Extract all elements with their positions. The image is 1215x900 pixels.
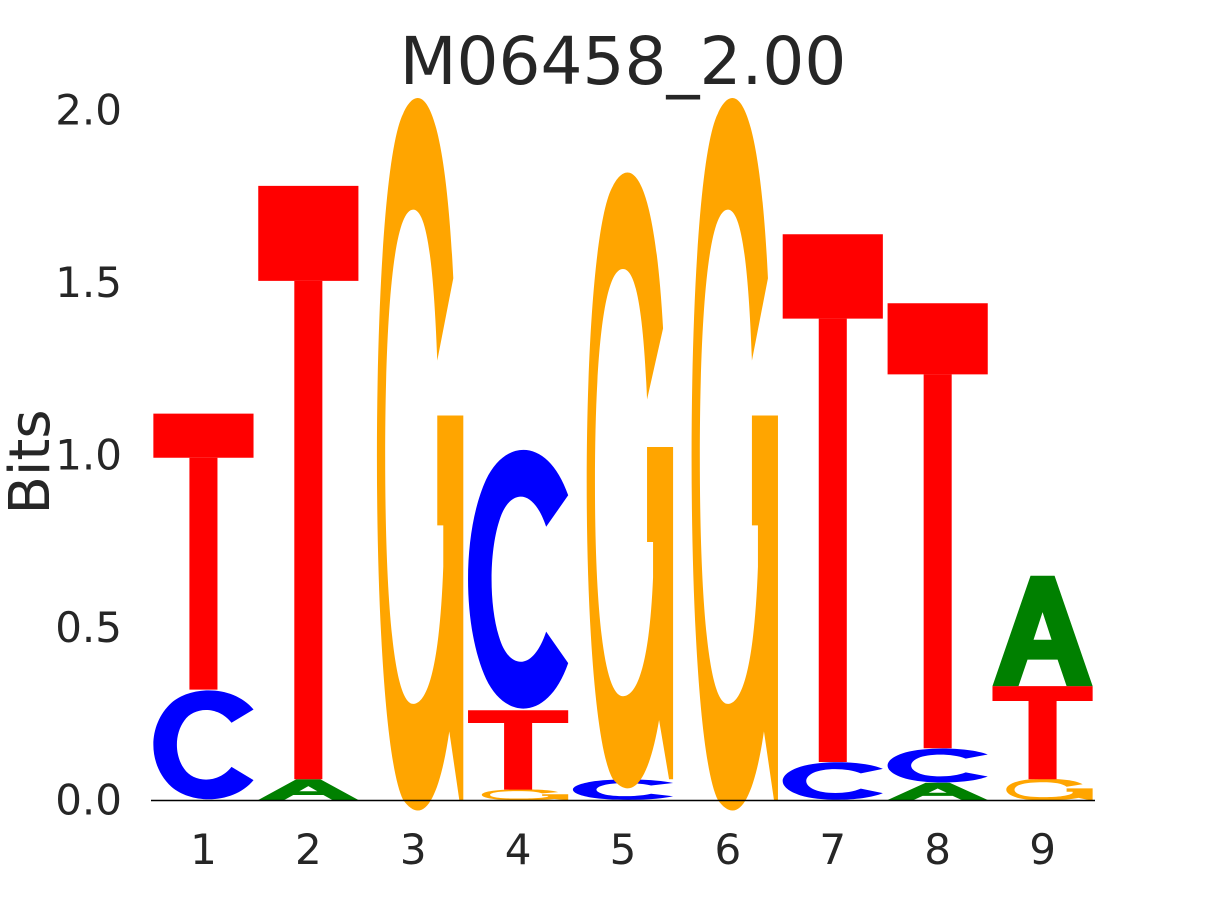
logo-letter-c bbox=[153, 690, 254, 800]
logo-letter-a bbox=[992, 575, 1093, 687]
logo-column-8 bbox=[887, 303, 988, 800]
x-tick-label: 2 bbox=[295, 825, 322, 874]
logo-column-4 bbox=[468, 449, 569, 801]
logo-letter-c bbox=[468, 449, 569, 709]
x-tick-label: 5 bbox=[610, 825, 637, 874]
y-axis-ticks: 0.0 0.5 1.0 1.5 2.0 bbox=[55, 86, 122, 825]
logo-letter-t bbox=[153, 413, 254, 690]
y-axis-label: Bits bbox=[0, 409, 63, 514]
x-tick-label: 1 bbox=[190, 825, 217, 874]
x-tick-label: 9 bbox=[1029, 825, 1056, 874]
logo-letter-t bbox=[887, 303, 988, 749]
logo-letter-c bbox=[782, 762, 883, 800]
logo-letter-t bbox=[258, 185, 359, 780]
logo-letter-t bbox=[992, 686, 1093, 780]
logo-column-3 bbox=[376, 97, 464, 811]
x-tick-label: 6 bbox=[715, 825, 742, 874]
x-tick-label: 4 bbox=[505, 825, 532, 874]
logo-letter-t bbox=[468, 710, 569, 790]
logo-column-6 bbox=[691, 97, 778, 811]
x-tick-label: 7 bbox=[819, 825, 846, 874]
y-tick-label: 0.5 bbox=[55, 603, 122, 652]
logo-column-2 bbox=[258, 185, 359, 800]
logo-column-9 bbox=[992, 575, 1093, 801]
logo-column-1 bbox=[153, 413, 254, 800]
y-tick-label: 1.5 bbox=[55, 258, 122, 307]
y-tick-label: 2.0 bbox=[55, 86, 122, 135]
y-tick-label: 1.0 bbox=[55, 431, 122, 480]
logo-letter-c bbox=[572, 779, 674, 800]
logo-letter-g bbox=[481, 789, 569, 801]
chart-title: M06458_2.00 bbox=[400, 23, 847, 100]
y-tick-label: 0.0 bbox=[55, 776, 122, 825]
x-tick-label: 8 bbox=[924, 825, 951, 874]
logo-letter-stacks bbox=[153, 97, 1093, 811]
logo-letter-g bbox=[691, 97, 778, 811]
logo-column-5 bbox=[572, 172, 674, 800]
logo-letter-c bbox=[887, 748, 988, 783]
logo-letter-t bbox=[782, 234, 883, 763]
logo-letter-g bbox=[1006, 778, 1093, 801]
logo-letter-g bbox=[586, 172, 674, 789]
logo-column-7 bbox=[782, 234, 883, 800]
x-tick-label: 3 bbox=[400, 825, 427, 874]
logo-letter-a bbox=[887, 782, 988, 800]
logo-letter-a bbox=[258, 779, 359, 800]
x-axis-ticks: 1 2 3 4 5 6 7 8 9 bbox=[190, 825, 1056, 874]
logo-letter-g bbox=[376, 97, 464, 811]
